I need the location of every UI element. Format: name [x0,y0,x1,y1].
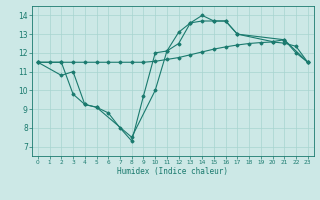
X-axis label: Humidex (Indice chaleur): Humidex (Indice chaleur) [117,167,228,176]
